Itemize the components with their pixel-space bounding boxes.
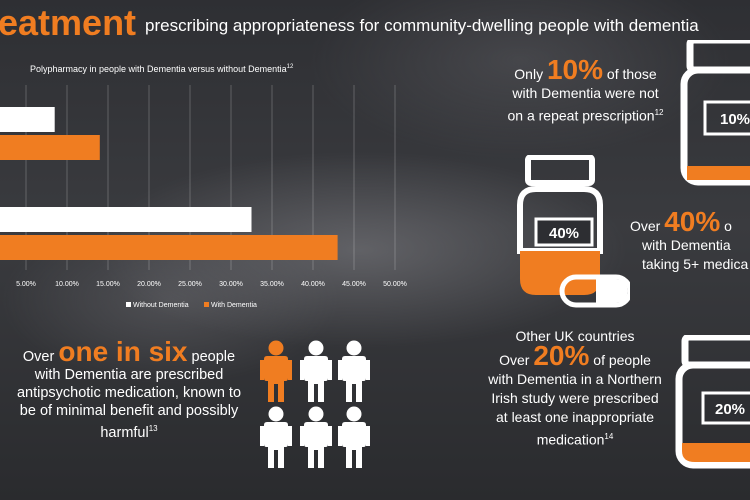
- chart-title-text: Polypharmacy in people with Dementia ver…: [30, 64, 287, 74]
- chart-title-reference: 12: [286, 64, 294, 70]
- stat-six-reference: 13: [148, 424, 158, 433]
- people-one-in-six-icon: [260, 340, 370, 468]
- stat-ni-line6-text: medication: [536, 431, 605, 448]
- stat-six-line5: harmful13: [0, 420, 258, 442]
- stat-repeat-line3-text: on a repeat prescription: [507, 107, 655, 124]
- legend-swatch: [204, 302, 209, 307]
- stat-six-line5-text: harmful: [100, 424, 149, 441]
- stat-repeat-line1: Only 10% of those: [478, 56, 693, 84]
- person-highlighted-icon: [260, 340, 292, 402]
- stat-five-plus-medications: Over 40% o with Dementia taking 5+ medic…: [630, 208, 750, 274]
- stat-ni-post: of people: [589, 352, 651, 368]
- pill-bottle-40-icon: 40%: [517, 155, 630, 308]
- stat-ni-value: 20%: [533, 340, 590, 371]
- bottle-20-label: 20%: [715, 401, 745, 418]
- stat-six-post: people: [187, 349, 236, 365]
- stat-repeat-line3: on a repeat prescription12: [478, 103, 693, 126]
- stat-ni-line6: medication14: [470, 427, 680, 450]
- stat-ni-line1: Other UK countries: [515, 328, 635, 344]
- legend-swatch: [126, 302, 131, 307]
- stat-ni-line4: Irish study were prescribed: [491, 390, 659, 406]
- stat-five-plus-value: 40%: [664, 206, 721, 237]
- x-tick-label: 40.00%: [301, 281, 325, 288]
- page-subtitle: prescribing appropriateness for communit…: [145, 16, 699, 35]
- stat-ni-reference: 14: [604, 432, 614, 441]
- stat-six-line3: antipsychotic medication, known to: [16, 385, 242, 401]
- bar: [0, 235, 338, 260]
- stat-six-line2: with Dementia are prescribed: [34, 367, 224, 383]
- page-title: eatment: [0, 2, 137, 43]
- x-tick-label: 25.00%: [178, 281, 202, 288]
- bar: [0, 135, 100, 160]
- legend-label: With Dementia: [211, 302, 257, 309]
- stat-six-value: one in six: [58, 336, 188, 367]
- stat-repeat-value: 10%: [546, 54, 604, 85]
- bar: [0, 107, 55, 132]
- stat-inappropriate-medication: Other UK countries Over 20% of people wi…: [470, 327, 680, 450]
- stat-ni-line2: Over 20% of people: [470, 342, 680, 370]
- person-icon: [300, 340, 332, 402]
- x-tick-label: 30.00%: [219, 281, 243, 288]
- stat-five-plus-line3: taking 5+ medica: [642, 256, 749, 272]
- stat-ni-line3: with Dementia in a Northern: [488, 371, 662, 387]
- legend-label: Without Dementia: [133, 302, 189, 309]
- polypharmacy-bar-chart: 5.00% 10.00% 15.00% 20.00% 25.00% 30.00% 35.00…: [0, 85, 407, 309]
- pill-bottle-10-icon: 10%: [680, 40, 750, 186]
- stat-repeat-post: of those: [603, 66, 657, 82]
- x-tick-label: 15.00%: [96, 281, 120, 288]
- stat-ni-pre: Over: [499, 352, 534, 368]
- x-tick-label: 35.00%: [260, 281, 284, 288]
- stat-ni-line5: at least one inappropriate: [496, 409, 654, 425]
- pill-bottle-20-icon: 20%: [675, 335, 750, 469]
- x-tick-label: 5.00%: [16, 281, 36, 288]
- stat-repeat-reference: 12: [654, 108, 664, 117]
- person-icon: [300, 406, 332, 468]
- stat-repeat-prescription: Only 10% of those with Dementia were not…: [478, 56, 693, 126]
- x-tick-label: 50.00%: [383, 281, 407, 288]
- x-tick-label: 10.00%: [55, 281, 79, 288]
- x-tick-label: 20.00%: [137, 281, 161, 288]
- stat-five-plus-pre: Over: [630, 218, 665, 234]
- stat-five-plus-post: o: [720, 218, 732, 234]
- person-icon: [338, 406, 370, 468]
- person-icon: [260, 406, 292, 468]
- bottle-40-label: 40%: [549, 225, 579, 242]
- stat-six-pre: Over: [22, 349, 59, 365]
- stat-repeat-line2: with Dementia were not: [512, 85, 659, 101]
- stat-six-line4: be of minimal benefit and possibly: [19, 403, 239, 419]
- stat-repeat-pre: Only: [514, 66, 547, 82]
- person-icon: [338, 340, 370, 402]
- stat-antipsychotic: Over one in six people with Dementia are…: [0, 338, 258, 442]
- bottle-10-label: 10%: [720, 111, 750, 128]
- stat-six-line1: Over one in six people: [0, 338, 258, 366]
- x-tick-label: 45.00%: [342, 281, 366, 288]
- stat-five-plus-line2: with Dementia: [642, 237, 731, 253]
- chart-title: Polypharmacy in people with Dementia ver…: [30, 64, 293, 74]
- bar: [0, 207, 252, 232]
- stat-five-plus-line1: Over 40% o: [630, 208, 750, 236]
